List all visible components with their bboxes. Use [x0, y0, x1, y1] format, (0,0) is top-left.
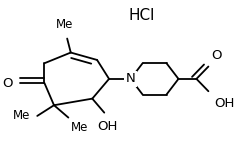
Text: Me: Me	[56, 18, 74, 31]
Text: N: N	[126, 72, 135, 85]
Text: Me: Me	[13, 109, 30, 122]
Text: Me: Me	[71, 121, 88, 134]
Text: OH: OH	[214, 97, 235, 110]
Text: O: O	[2, 77, 13, 89]
Text: O: O	[211, 49, 221, 62]
Text: OH: OH	[98, 120, 118, 133]
Text: HCl: HCl	[128, 8, 155, 23]
